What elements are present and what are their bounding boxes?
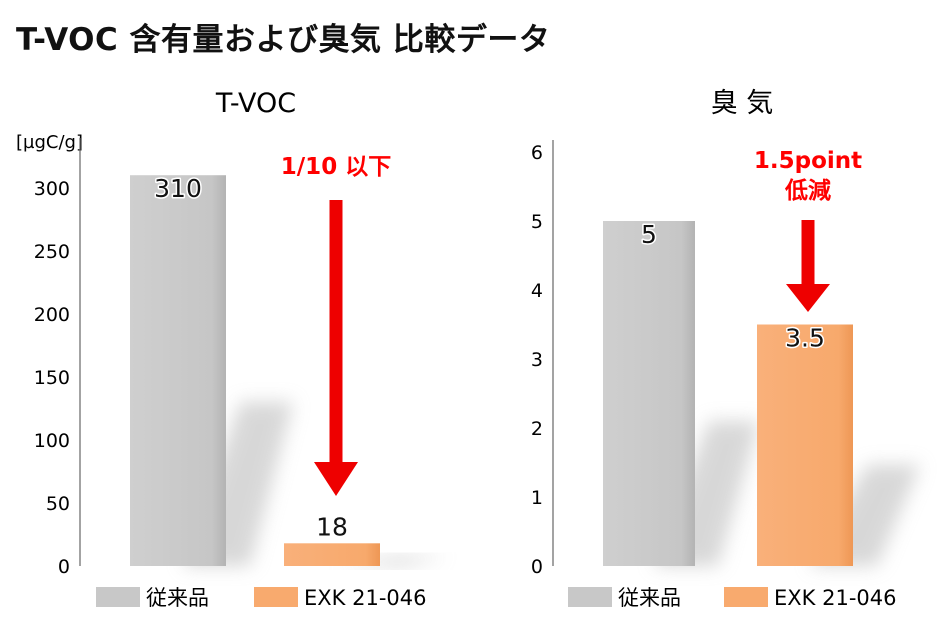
legend-label: 従来品: [618, 586, 681, 610]
y-axis-unit: [µgC/g]: [16, 132, 83, 153]
annotation-text: 低減: [784, 178, 831, 204]
y-tick-label: 4: [531, 280, 543, 302]
chart-title: 臭 気: [711, 88, 774, 119]
y-tick-label: 300: [34, 178, 70, 200]
legend-swatch-conventional: [96, 587, 140, 607]
y-tick-label: 0: [531, 556, 543, 578]
legend-label: EXK 21-046: [774, 586, 896, 610]
data-label: 18: [316, 512, 348, 541]
y-tick-label: 5: [531, 211, 543, 233]
data-label: 5: [641, 220, 657, 249]
arrow-head: [314, 462, 358, 496]
y-tick-label: 2: [531, 418, 543, 440]
legend-swatch-exk: [724, 587, 768, 607]
y-tick-label: 50: [46, 493, 70, 515]
y-tick-label: 100: [34, 430, 70, 452]
y-tick-label: 250: [34, 241, 70, 263]
legend-swatch-exk: [254, 587, 298, 607]
page-title: T-VOC 含有量および臭気 比較データ: [16, 22, 551, 58]
y-tick-label: 1: [531, 487, 543, 509]
arrow-shaft: [329, 200, 343, 462]
annotation-text: 1/10 以下: [281, 154, 391, 180]
bar-conventional: [603, 221, 695, 566]
chart-title: T-VOC: [215, 88, 296, 119]
y-tick-label: 150: [34, 367, 70, 389]
bar-conventional: [130, 175, 226, 566]
arrow-head: [786, 284, 830, 312]
y-tick-label: 6: [531, 142, 543, 164]
y-tick-label: 0: [58, 556, 70, 578]
legend-label: 従来品: [146, 586, 209, 610]
legend-label: EXK 21-046: [304, 586, 426, 610]
y-tick-label: 3: [531, 349, 543, 371]
y-tick-label: 200: [34, 304, 70, 326]
chart-1: T-VOC [µgC/g] 0 50 100 150 200 250 300 310 18 1/10 …: [16, 88, 448, 610]
annotation-text: 1.5point: [754, 148, 862, 174]
data-label: 3.5: [785, 324, 825, 353]
bar-exk: [757, 324, 853, 566]
legend-swatch-conventional: [568, 587, 612, 607]
bar-exk: [284, 543, 380, 566]
arrow-shaft: [801, 220, 815, 284]
data-label: 310: [154, 174, 202, 203]
